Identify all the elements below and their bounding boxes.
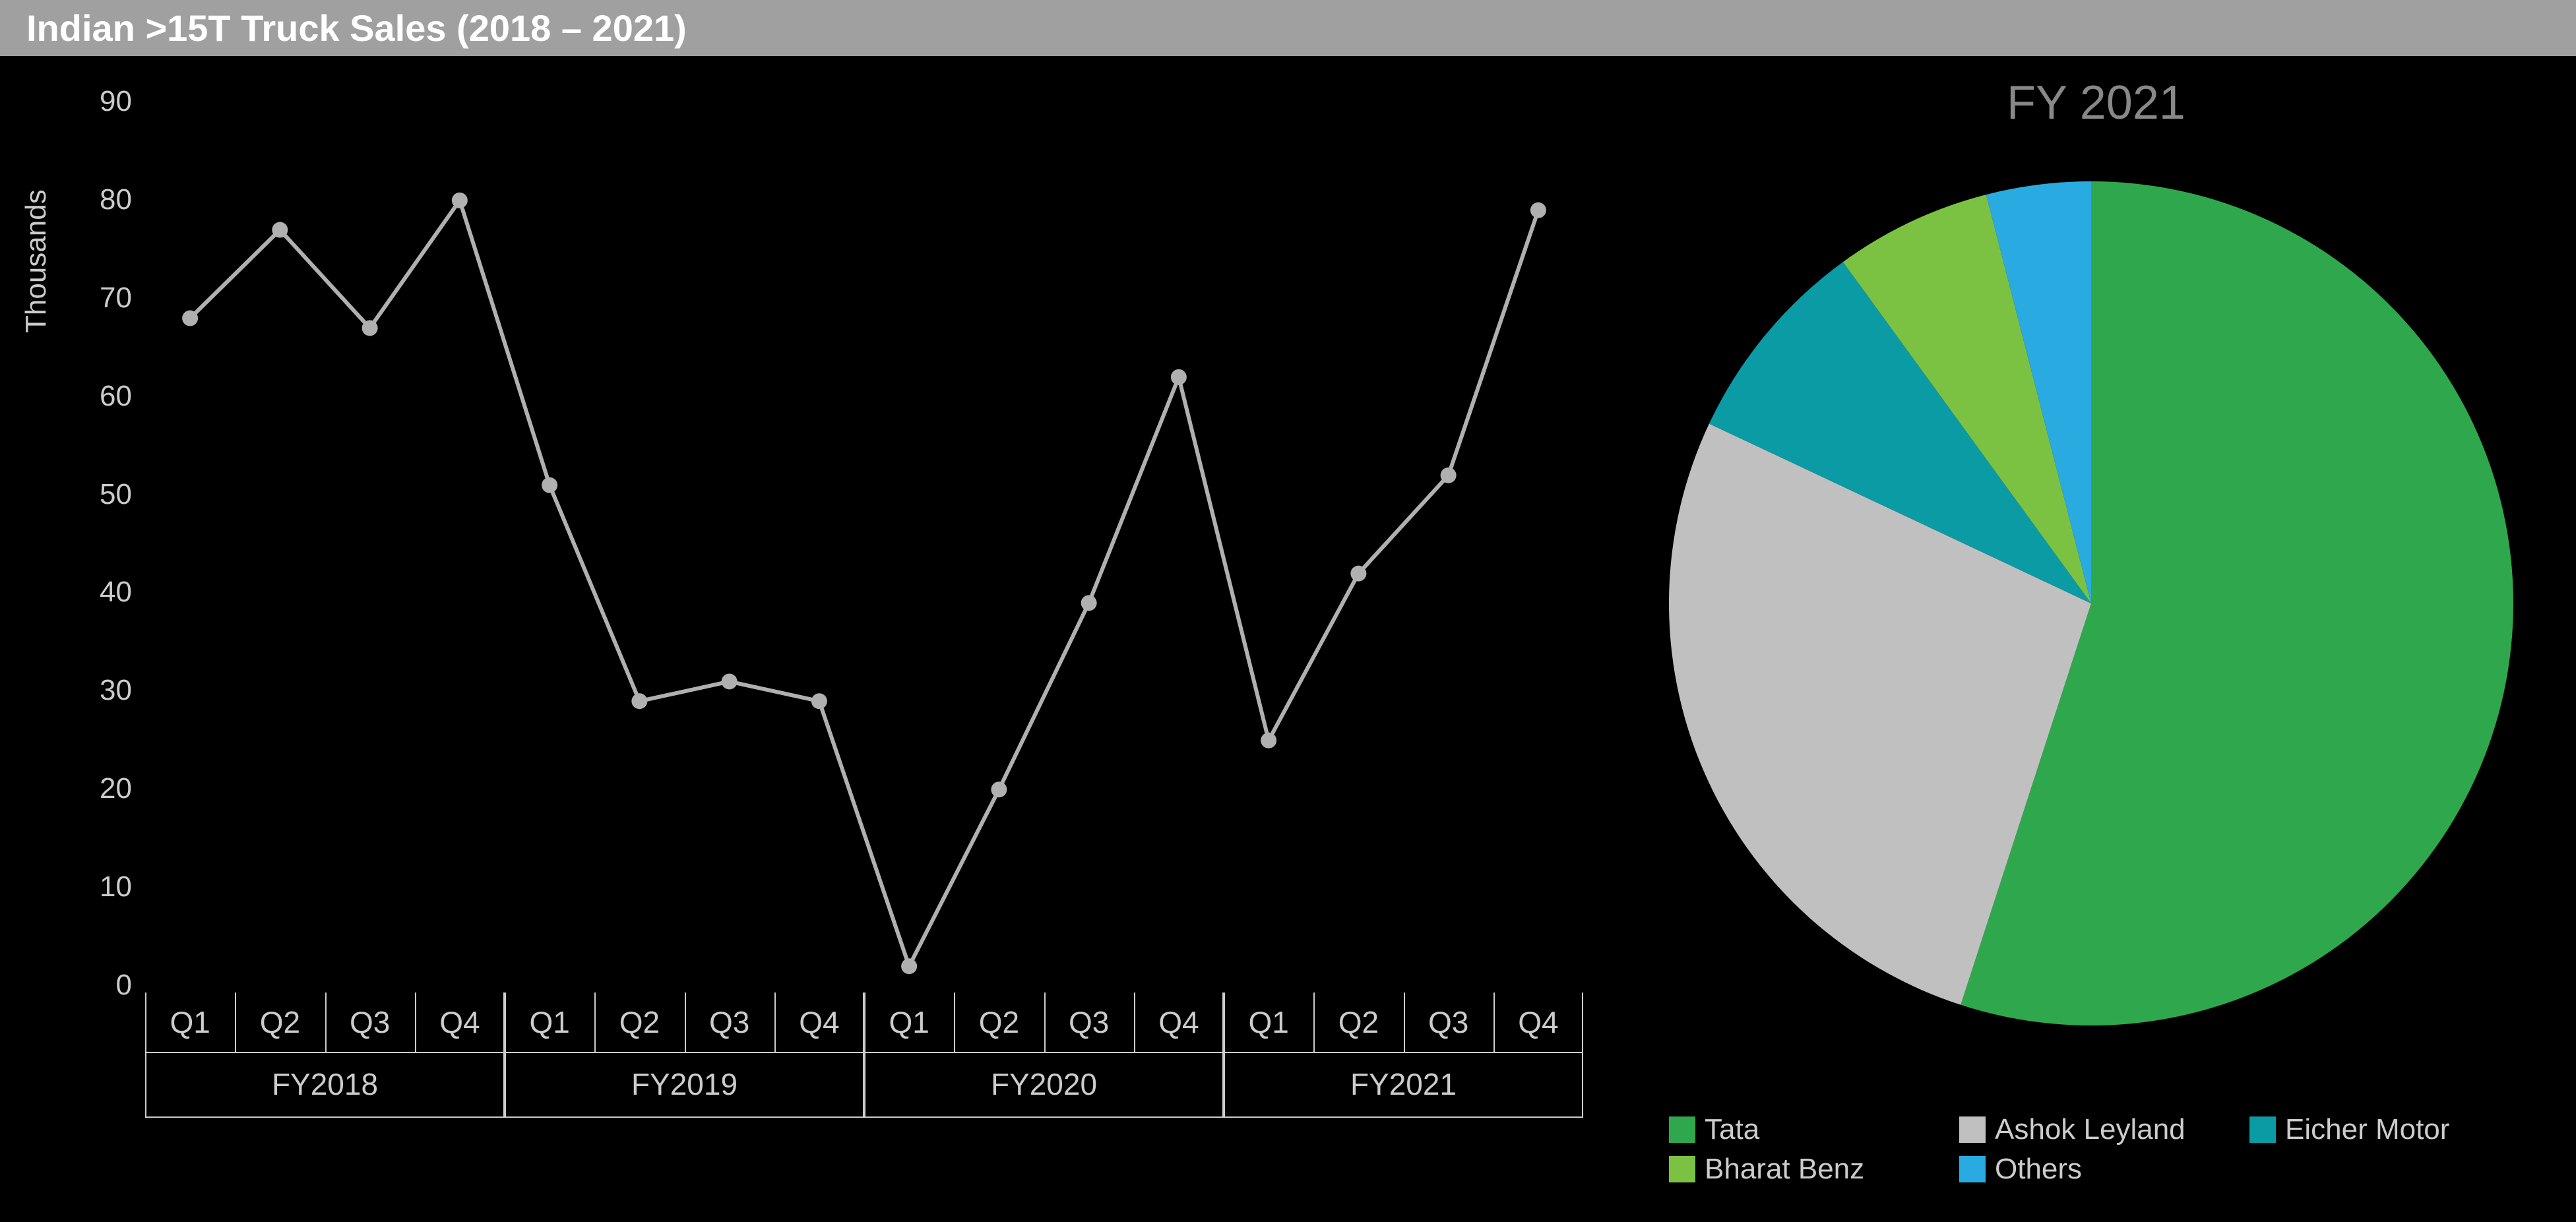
- x-quarter-label: Q3: [1402, 1004, 1495, 1040]
- data-point: [1261, 733, 1276, 748]
- y-tick-label: 40: [73, 576, 132, 609]
- data-point: [1441, 468, 1457, 483]
- x-quarter-label: Q3: [1043, 1004, 1135, 1040]
- data-point: [1530, 202, 1546, 218]
- x-quarter-label: Q1: [1222, 1004, 1315, 1040]
- data-point: [542, 477, 557, 493]
- data-point: [631, 693, 647, 709]
- pie-chart-svg: [1616, 56, 2576, 1045]
- x-quarter-label: Q4: [1492, 1004, 1585, 1040]
- x-quarter-label: Q4: [1133, 1004, 1225, 1040]
- x-quarter-label: Q2: [234, 1004, 326, 1040]
- data-point: [1350, 566, 1366, 582]
- x-quarter-label: Q4: [773, 1004, 865, 1040]
- legend-swatch: [2249, 1116, 2276, 1143]
- data-point: [182, 311, 198, 326]
- data-point: [1171, 369, 1187, 385]
- legend-label: Ashok Leyland: [1995, 1113, 2185, 1146]
- legend-item: Eicher Motor: [2249, 1113, 2540, 1146]
- legend-item: Ashok Leyland: [1959, 1113, 2249, 1146]
- y-tick-label: 60: [73, 380, 132, 413]
- line-chart: Thousands 0102030405060708090Q1Q2Q3Q4FY2…: [0, 56, 1616, 1219]
- data-point: [362, 320, 378, 336]
- data-point: [811, 693, 827, 709]
- legend-item: Bharat Benz: [1669, 1153, 1959, 1186]
- legend-swatch: [1669, 1156, 1695, 1182]
- legend-swatch: [1669, 1116, 1695, 1143]
- x-quarter-label: Q3: [324, 1004, 416, 1040]
- x-year-label: FY2020: [860, 1066, 1229, 1102]
- pie-chart: FY 2021 Tata Ashok Leyland Eicher Motor Bha…: [1616, 56, 2576, 1219]
- pie-legend: Tata Ashok Leyland Eicher Motor Bharat Benz…: [1669, 1113, 2550, 1192]
- y-axis-label: Thousands: [20, 189, 53, 333]
- x-year-label: FY2019: [500, 1066, 869, 1102]
- legend-swatch: [1959, 1116, 1986, 1143]
- x-axis-divider: [864, 1052, 1224, 1053]
- content-area: Thousands 0102030405060708090Q1Q2Q3Q4FY2…: [0, 56, 2576, 1219]
- x-quarter-label: Q2: [953, 1004, 1045, 1040]
- legend-label: Bharat Benz: [1705, 1153, 1864, 1186]
- x-quarter-label: Q2: [593, 1004, 685, 1040]
- y-tick-label: 90: [73, 85, 132, 118]
- x-quarter-label: Q3: [683, 1004, 776, 1040]
- y-tick-label: 70: [73, 282, 132, 315]
- x-axis-divider: [505, 1052, 864, 1053]
- data-point: [991, 781, 1007, 797]
- legend-label: Tata: [1705, 1113, 1759, 1146]
- data-point: [722, 673, 738, 689]
- x-quarter-label: Q1: [144, 1004, 236, 1040]
- y-tick-label: 50: [73, 478, 132, 511]
- chart-title: Indian >15T Truck Sales (2018 – 2021): [26, 7, 687, 49]
- legend-swatch: [1959, 1156, 1986, 1182]
- x-quarter-label: Q4: [414, 1004, 506, 1040]
- data-point: [452, 193, 468, 208]
- data-point: [1081, 595, 1097, 611]
- y-tick-label: 80: [73, 183, 132, 216]
- y-tick-label: 10: [73, 871, 132, 903]
- x-year-label: FY2018: [141, 1066, 510, 1102]
- y-tick-label: 20: [73, 772, 132, 805]
- x-year-label: FY2021: [1219, 1066, 1588, 1102]
- pie-chart-title: FY 2021: [1616, 76, 2576, 130]
- x-quarter-label: Q1: [503, 1004, 596, 1040]
- legend-label: Eicher Motor: [2285, 1113, 2449, 1146]
- legend-item: Others: [1959, 1153, 2249, 1186]
- x-axis-divider: [1224, 1052, 1583, 1053]
- y-tick-label: 0: [73, 969, 132, 1002]
- data-point: [901, 958, 917, 974]
- legend-label: Others: [1995, 1153, 2082, 1186]
- x-quarter-label: Q2: [1312, 1004, 1404, 1040]
- x-quarter-label: Q1: [863, 1004, 955, 1040]
- line-series: [190, 200, 1538, 966]
- legend-item: Tata: [1669, 1113, 1959, 1146]
- y-tick-label: 30: [73, 674, 132, 707]
- x-axis-divider: [145, 1052, 505, 1053]
- chart-title-bar: Indian >15T Truck Sales (2018 – 2021): [0, 0, 2576, 56]
- data-point: [272, 222, 288, 238]
